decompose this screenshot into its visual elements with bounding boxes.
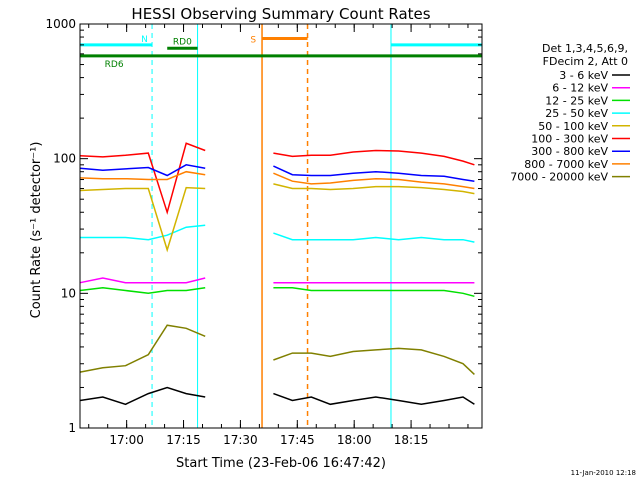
plot-frame bbox=[79, 23, 483, 429]
legend-entry-label: 25 - 50 keV bbox=[545, 107, 608, 120]
y-tick-label: 100 bbox=[53, 152, 76, 166]
x-tick-label: 17:15 bbox=[166, 433, 201, 447]
y-tick-label: 1000 bbox=[45, 17, 76, 31]
flag-label: RD6 bbox=[105, 60, 124, 70]
x-tick-label: 17:45 bbox=[280, 433, 315, 447]
axes: 1 10 100 1000 17:00 17:15 17:30 17:45 18:00 18:15 bbox=[45, 17, 483, 447]
series-line bbox=[273, 287, 475, 298]
legend: Det 1,3,4,5,6,9,FDecim 2, Att 03 - 6 keV… bbox=[510, 42, 630, 184]
x-axis-label: Start Time (23-Feb-06 16:47:42) bbox=[176, 456, 386, 471]
flag-label: S bbox=[250, 36, 256, 46]
series-line bbox=[273, 165, 475, 182]
legend-entry-label: 300 - 800 keV bbox=[531, 145, 608, 158]
legend-entry-label: 7000 - 20000 keV bbox=[510, 171, 608, 184]
series-line bbox=[79, 324, 206, 373]
flag-label: N bbox=[141, 35, 148, 45]
series-line bbox=[79, 164, 206, 177]
chart-title: HESSI Observing Summary Count Rates bbox=[131, 5, 430, 23]
series-line bbox=[273, 392, 475, 406]
legend-entry-label: 100 - 300 keV bbox=[531, 133, 608, 146]
x-tick-label: 18:00 bbox=[337, 433, 372, 447]
series-line bbox=[273, 172, 475, 190]
y-axis-label: Count Rate (s⁻¹ detector⁻¹) bbox=[29, 142, 44, 319]
series-line bbox=[79, 386, 206, 406]
y-tick-label: 10 bbox=[61, 286, 76, 300]
plot-area: N RD6 RD0 S bbox=[79, 24, 483, 428]
footer-date: 11-Jan-2010 12:18 bbox=[571, 469, 636, 477]
legend-entry-label: 6 - 12 keV bbox=[552, 82, 608, 95]
series-line bbox=[273, 347, 475, 375]
flag-label: RD0 bbox=[173, 37, 192, 47]
series-line bbox=[79, 170, 206, 181]
series-line bbox=[79, 277, 206, 284]
series-line bbox=[273, 232, 475, 243]
series-line bbox=[79, 186, 206, 253]
legend-entry-label: 12 - 25 keV bbox=[545, 94, 608, 107]
legend-header: FDecim 2, Att 0 bbox=[543, 55, 628, 68]
series-line bbox=[273, 149, 475, 166]
legend-header: Det 1,3,4,5,6,9, bbox=[542, 42, 628, 55]
legend-entry-label: 3 - 6 keV bbox=[559, 69, 608, 82]
series-line bbox=[79, 142, 206, 215]
series-line bbox=[80, 224, 206, 241]
series-line bbox=[273, 183, 475, 195]
legend-entry-label: 50 - 100 keV bbox=[538, 120, 608, 133]
y-tick-label: 1 bbox=[68, 421, 76, 435]
x-tick-label: 18:15 bbox=[394, 433, 429, 447]
x-tick-label: 17:30 bbox=[223, 433, 258, 447]
series-line bbox=[79, 287, 206, 295]
x-tick-label: 17:00 bbox=[109, 433, 144, 447]
legend-entry-label: 800 - 7000 keV bbox=[524, 158, 608, 171]
